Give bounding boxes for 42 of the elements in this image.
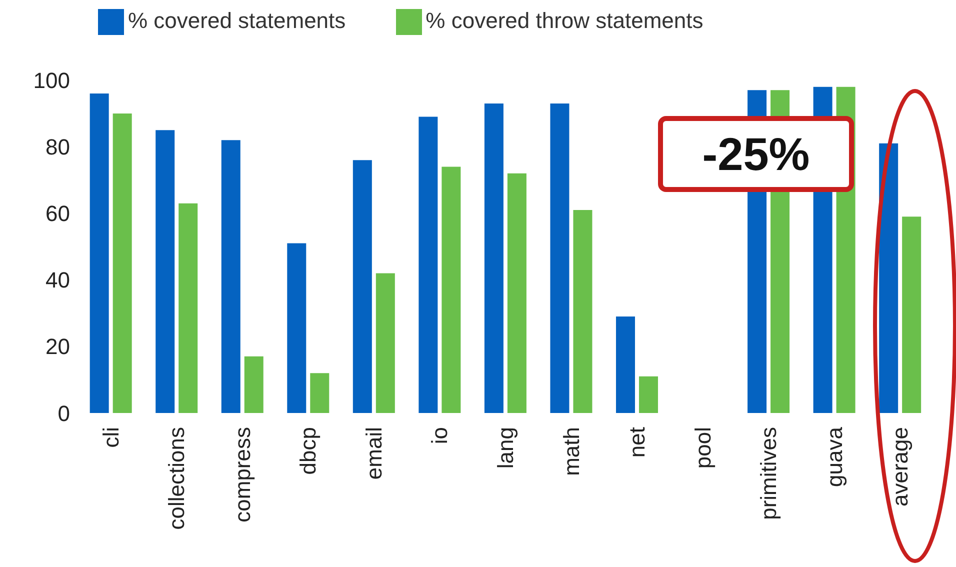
- y-tick-label: 100: [33, 68, 70, 93]
- bar: [879, 143, 898, 413]
- bar: [484, 103, 504, 413]
- x-tick-label: guava: [822, 426, 847, 487]
- bar: [902, 216, 922, 413]
- bar: [442, 166, 461, 413]
- bar: [90, 94, 109, 413]
- y-tick-label: 80: [46, 134, 70, 160]
- x-tick-label: compress: [230, 427, 255, 522]
- x-tick-label: cli: [98, 427, 124, 448]
- x-tick-label: email: [361, 427, 386, 480]
- x-tick-label: io: [427, 427, 452, 444]
- bar: [352, 160, 372, 413]
- legend-label: % covered statements: [128, 8, 346, 33]
- callout-box: -25%: [658, 116, 854, 192]
- y-tick-label: 40: [46, 268, 70, 293]
- y-tick-label: 60: [46, 201, 70, 226]
- x-tick-label: primitives: [756, 427, 782, 520]
- bar: [507, 173, 526, 413]
- legend-label: % covered throw statements: [426, 8, 704, 33]
- bar: [550, 103, 570, 413]
- bar: [156, 130, 175, 413]
- x-tick-label: average: [888, 427, 913, 507]
- bar: [178, 203, 198, 413]
- y-tick-label: 20: [46, 334, 70, 360]
- x-tick-label: net: [624, 427, 650, 458]
- bar: [418, 116, 438, 413]
- x-tick-label: pool: [690, 427, 716, 469]
- bar: [221, 140, 240, 413]
- x-tick-label: collections: [164, 427, 190, 530]
- bar: [287, 243, 306, 413]
- bar: [573, 210, 592, 413]
- x-tick-label: lang: [493, 427, 518, 469]
- bar: [638, 376, 658, 413]
- bar: [376, 273, 395, 413]
- x-tick-label: dbcp: [296, 427, 321, 475]
- bar: [616, 316, 635, 413]
- bar: [112, 113, 132, 413]
- bar: [244, 356, 264, 413]
- y-tick-label: 0: [58, 400, 70, 426]
- bar: [310, 373, 330, 413]
- x-tick-label: math: [558, 427, 584, 476]
